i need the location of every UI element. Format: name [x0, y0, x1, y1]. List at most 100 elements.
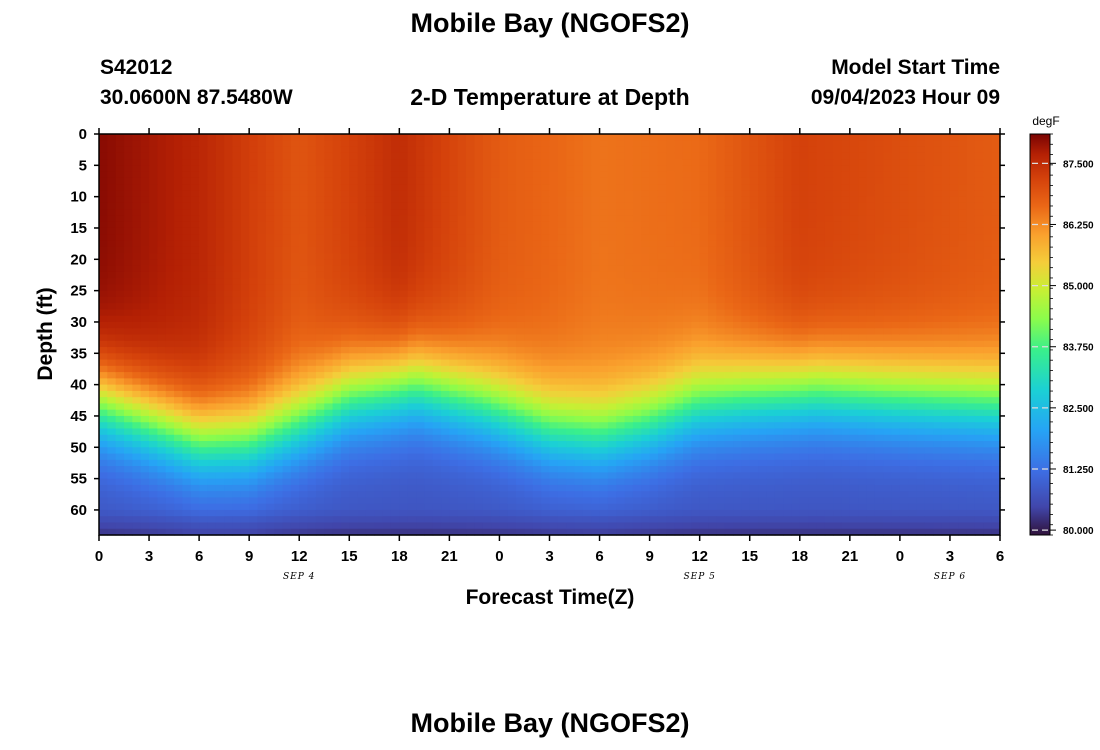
- heatmap-cell: [224, 334, 234, 342]
- heatmap-cell: [616, 246, 626, 254]
- heatmap-cell: [574, 171, 584, 179]
- heatmap-cell: [140, 159, 150, 166]
- heatmap-cell: [708, 434, 717, 442]
- heatmap-cell: [457, 146, 467, 154]
- heatmap-cell: [274, 347, 284, 354]
- heatmap-cell: [641, 296, 651, 304]
- heatmap-cell: [582, 171, 592, 179]
- heatmap-cell: [582, 459, 592, 467]
- heatmap-cell: [257, 165, 267, 173]
- heatmap-cell: [107, 441, 117, 448]
- heatmap-cell: [491, 484, 501, 492]
- heatmap-cell: [708, 134, 717, 141]
- heatmap-cell: [708, 303, 717, 311]
- heatmap-cell: [290, 184, 300, 191]
- heatmap-cell: [307, 303, 317, 311]
- heatmap-cell: [416, 265, 425, 273]
- heatmap-cell: [699, 334, 709, 342]
- heatmap-cell: [157, 403, 167, 411]
- heatmap-cell: [599, 359, 609, 367]
- heatmap-cell: [624, 240, 634, 248]
- heatmap-cell: [532, 303, 542, 311]
- heatmap-cell: [532, 516, 542, 524]
- heatmap-cell: [332, 184, 342, 191]
- heatmap-cell: [532, 290, 542, 298]
- heatmap-cell: [99, 491, 108, 499]
- heatmap-cell: [165, 253, 175, 260]
- heatmap-cell: [349, 497, 359, 505]
- heatmap-cell: [549, 215, 559, 223]
- heatmap-cell: [399, 321, 409, 329]
- heatmap-cell: [382, 159, 392, 166]
- heatmap-cell: [499, 215, 509, 223]
- heatmap-cell: [441, 271, 450, 279]
- heatmap-cell: [307, 441, 317, 448]
- heatmap-cell: [182, 165, 192, 173]
- heatmap-cell: [207, 390, 217, 398]
- heatmap-cell: [441, 516, 450, 524]
- heatmap-cell: [574, 353, 584, 361]
- heatmap-cell: [374, 290, 384, 298]
- heatmap-cell: [624, 384, 634, 392]
- heatmap-cell: [499, 221, 509, 229]
- heatmap-cell: [282, 484, 292, 492]
- heatmap-cell: [474, 240, 484, 248]
- heatmap-cell: [207, 328, 217, 336]
- heatmap-cell: [616, 209, 626, 217]
- heatmap-cell: [716, 265, 726, 273]
- heatmap-cell: [499, 497, 509, 505]
- heatmap-cell: [207, 516, 217, 524]
- heatmap-cell: [516, 334, 526, 342]
- heatmap-cell: [482, 284, 492, 292]
- heatmap-cell: [682, 259, 692, 267]
- heatmap-cell: [524, 478, 534, 486]
- heatmap-cell: [474, 491, 484, 499]
- heatmap-cell: [140, 234, 150, 242]
- heatmap-cell: [582, 522, 592, 530]
- heatmap-cell: [224, 378, 234, 386]
- heatmap-cell: [708, 290, 717, 298]
- heatmap-cell: [641, 472, 651, 480]
- heatmap-cell: [349, 246, 359, 254]
- heatmap-cell: [708, 340, 717, 348]
- heatmap-cell: [416, 472, 425, 480]
- heatmap-cell: [149, 246, 158, 254]
- heatmap-cell: [315, 428, 325, 436]
- heatmap-cell: [457, 378, 467, 386]
- heatmap-cell: [657, 278, 667, 285]
- heatmap-cell: [207, 246, 217, 254]
- heatmap-cell: [99, 165, 108, 173]
- heatmap-cell: [624, 278, 634, 285]
- heatmap-cell: [582, 447, 592, 455]
- heatmap-cell: [157, 340, 167, 348]
- heatmap-cell: [616, 328, 626, 336]
- heatmap-cell: [249, 359, 259, 367]
- heatmap-cell: [399, 184, 409, 191]
- heatmap-cell: [566, 378, 576, 386]
- heatmap-cell: [449, 509, 459, 517]
- heatmap-cell: [666, 453, 676, 461]
- heatmap-cell: [474, 509, 484, 517]
- heatmap-cell: [524, 146, 534, 154]
- heatmap-cell: [240, 428, 250, 436]
- heatmap-cell: [299, 484, 309, 492]
- heatmap-cell: [190, 165, 200, 173]
- model-start-label: Model Start Time: [831, 56, 1000, 79]
- heatmap-cell: [507, 347, 517, 354]
- heatmap-cell: [491, 290, 501, 298]
- heatmap-cell: [591, 253, 601, 260]
- heatmap-cell: [324, 365, 334, 373]
- heatmap-cell: [641, 152, 651, 160]
- heatmap-cell: [257, 171, 267, 179]
- heatmap-cell: [599, 146, 609, 154]
- heatmap-cell: [265, 428, 275, 436]
- heatmap-cell: [165, 428, 175, 436]
- heatmap-cell: [399, 265, 409, 273]
- heatmap-cell: [733, 528, 742, 536]
- heatmap-cell: [390, 177, 400, 185]
- heatmap-cell: [132, 441, 142, 448]
- heatmap-cell: [257, 409, 267, 417]
- heatmap-cell: [574, 453, 584, 461]
- heatmap-cell: [432, 221, 442, 229]
- heatmap-cell: [390, 372, 400, 379]
